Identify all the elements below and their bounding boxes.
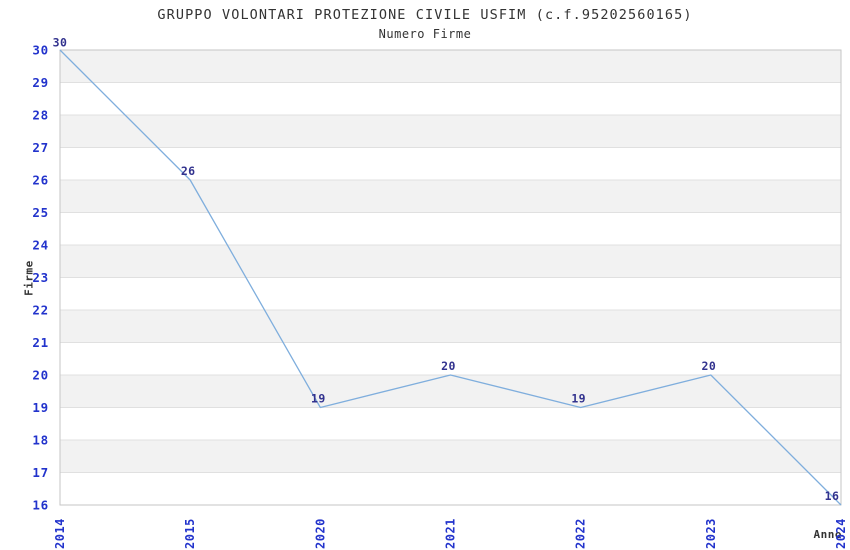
data-label: 26 — [181, 164, 196, 178]
y-tick-label: 19 — [32, 400, 49, 415]
y-tick-label: 17 — [32, 465, 49, 480]
x-tick-label: 2021 — [444, 518, 458, 549]
data-label: 16 — [825, 489, 840, 503]
data-label: 19 — [311, 392, 326, 406]
x-tick-label: 2015 — [183, 518, 197, 549]
y-tick-label: 29 — [32, 75, 49, 90]
x-tick-label: 2023 — [704, 518, 718, 549]
plot-band — [60, 115, 841, 148]
y-tick-label: 26 — [32, 173, 49, 188]
plot-border — [59, 49, 842, 506]
data-label: 19 — [571, 392, 586, 406]
y-tick-label: 16 — [32, 498, 49, 513]
x-tick-label: 2020 — [313, 518, 327, 549]
x-tick-label: 2022 — [574, 518, 588, 549]
x-tick-label: 2024 — [834, 518, 848, 549]
y-tick-label: 20 — [32, 368, 49, 383]
data-label: 30 — [53, 36, 68, 50]
y-tick-label: 18 — [32, 433, 49, 448]
y-tick-label: 25 — [32, 205, 49, 220]
y-tick-label: 30 — [32, 43, 49, 58]
plot-band — [60, 180, 841, 213]
plot-band — [60, 50, 841, 83]
y-tick-label: 28 — [32, 108, 49, 123]
chart-title: GRUPPO VOLONTARI PROTEZIONE CIVILE USFIM… — [157, 7, 693, 23]
plot-band — [60, 310, 841, 343]
y-tick-label: 22 — [32, 303, 49, 318]
plot-band — [60, 245, 841, 278]
series-line — [59, 49, 842, 506]
x-axis-title: Anno — [813, 528, 842, 541]
data-label: 20 — [441, 359, 456, 373]
y-tick-label: 21 — [32, 335, 49, 350]
y-tick-label: 23 — [32, 270, 49, 285]
plot-band — [60, 440, 841, 473]
x-tick-label: 2014 — [53, 518, 67, 549]
y-tick-label: 27 — [32, 140, 49, 155]
data-label: 20 — [702, 359, 717, 373]
chart-subtitle: Numero Firme — [378, 27, 472, 41]
y-tick-label: 24 — [32, 238, 49, 253]
plot-band — [60, 375, 841, 408]
